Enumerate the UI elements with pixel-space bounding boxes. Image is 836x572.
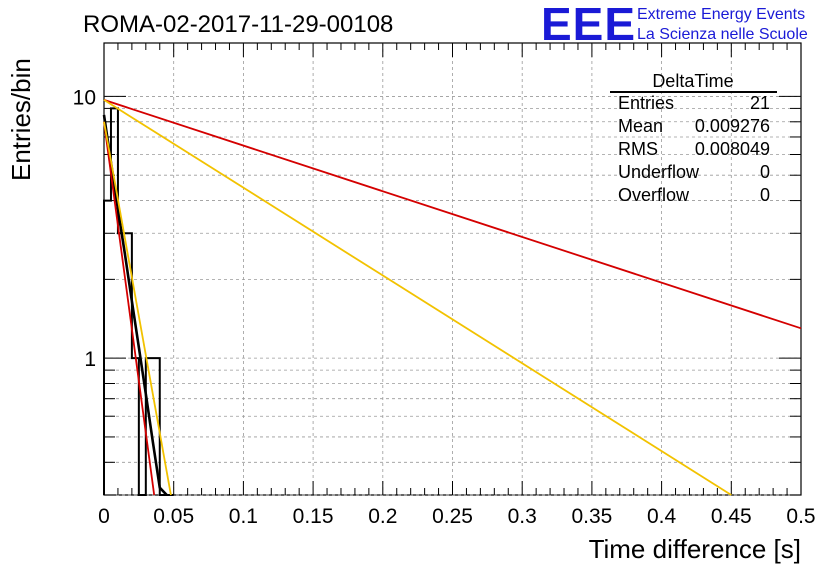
fit-curve-2 <box>103 99 732 496</box>
eee-logo: EEE Extreme Energy Events La Scienza nel… <box>541 0 808 50</box>
y-tick-label: 10 <box>73 86 96 109</box>
stats-row-label: Mean <box>618 116 663 136</box>
stats-row-value: 0.008049 <box>695 139 770 159</box>
fit-curves <box>102 99 802 496</box>
stats-row-value: 0 <box>760 162 770 182</box>
axis-ticks: 0 0.05 0.1 0.15 0.2 0.25 0.3 0.35 0.4 0.45 0.5 1 10 <box>73 43 816 528</box>
y-axis-label: Entries/bin <box>6 58 36 181</box>
logo-line-1: Extreme Energy Events <box>637 6 805 23</box>
x-tick-label: 0.3 <box>508 505 537 528</box>
x-tick-label: 0.5 <box>786 505 815 528</box>
x-tick-label: 0.1 <box>229 505 258 528</box>
fit-curve-5 <box>103 121 172 496</box>
y-tick-label: 1 <box>84 348 96 371</box>
stats-row-value: 0 <box>760 185 770 205</box>
x-tick-label: 0.15 <box>293 505 334 528</box>
stats-row-label: RMS <box>618 139 658 159</box>
x-axis-label: Time difference [s] <box>589 534 801 564</box>
logo-mark: EEE <box>541 0 636 50</box>
x-tick-label: 0.05 <box>153 505 194 528</box>
stats-row-label: Underflow <box>618 162 700 182</box>
x-tick-label: 0.2 <box>368 505 397 528</box>
chart-title: ROMA-02-2017-11-29-00108 <box>83 11 393 38</box>
stats-row-label: Overflow <box>618 185 690 205</box>
stats-row-value: 0.009276 <box>695 116 770 136</box>
fit-curve-1 <box>103 99 802 330</box>
x-tick-label: 0.45 <box>711 505 752 528</box>
x-tick-label: 0 <box>98 505 110 528</box>
fit-curve-3 <box>102 114 168 496</box>
stats-name: DeltaTime <box>652 71 733 91</box>
x-tick-label: 0.4 <box>647 505 677 528</box>
stats-row-label: Entries <box>618 93 674 113</box>
stats-row-value: 21 <box>750 93 770 113</box>
stats-box: DeltaTime Entries 21 Mean 0.009276 RMS 0.0080… <box>610 71 777 205</box>
fit-curve-4 <box>103 121 156 496</box>
logo-line-2: La Scienza nelle Scuole <box>637 26 808 43</box>
x-tick-label: 0.35 <box>571 505 612 528</box>
grid-lines <box>104 43 801 496</box>
x-tick-label: 0.25 <box>432 505 473 528</box>
